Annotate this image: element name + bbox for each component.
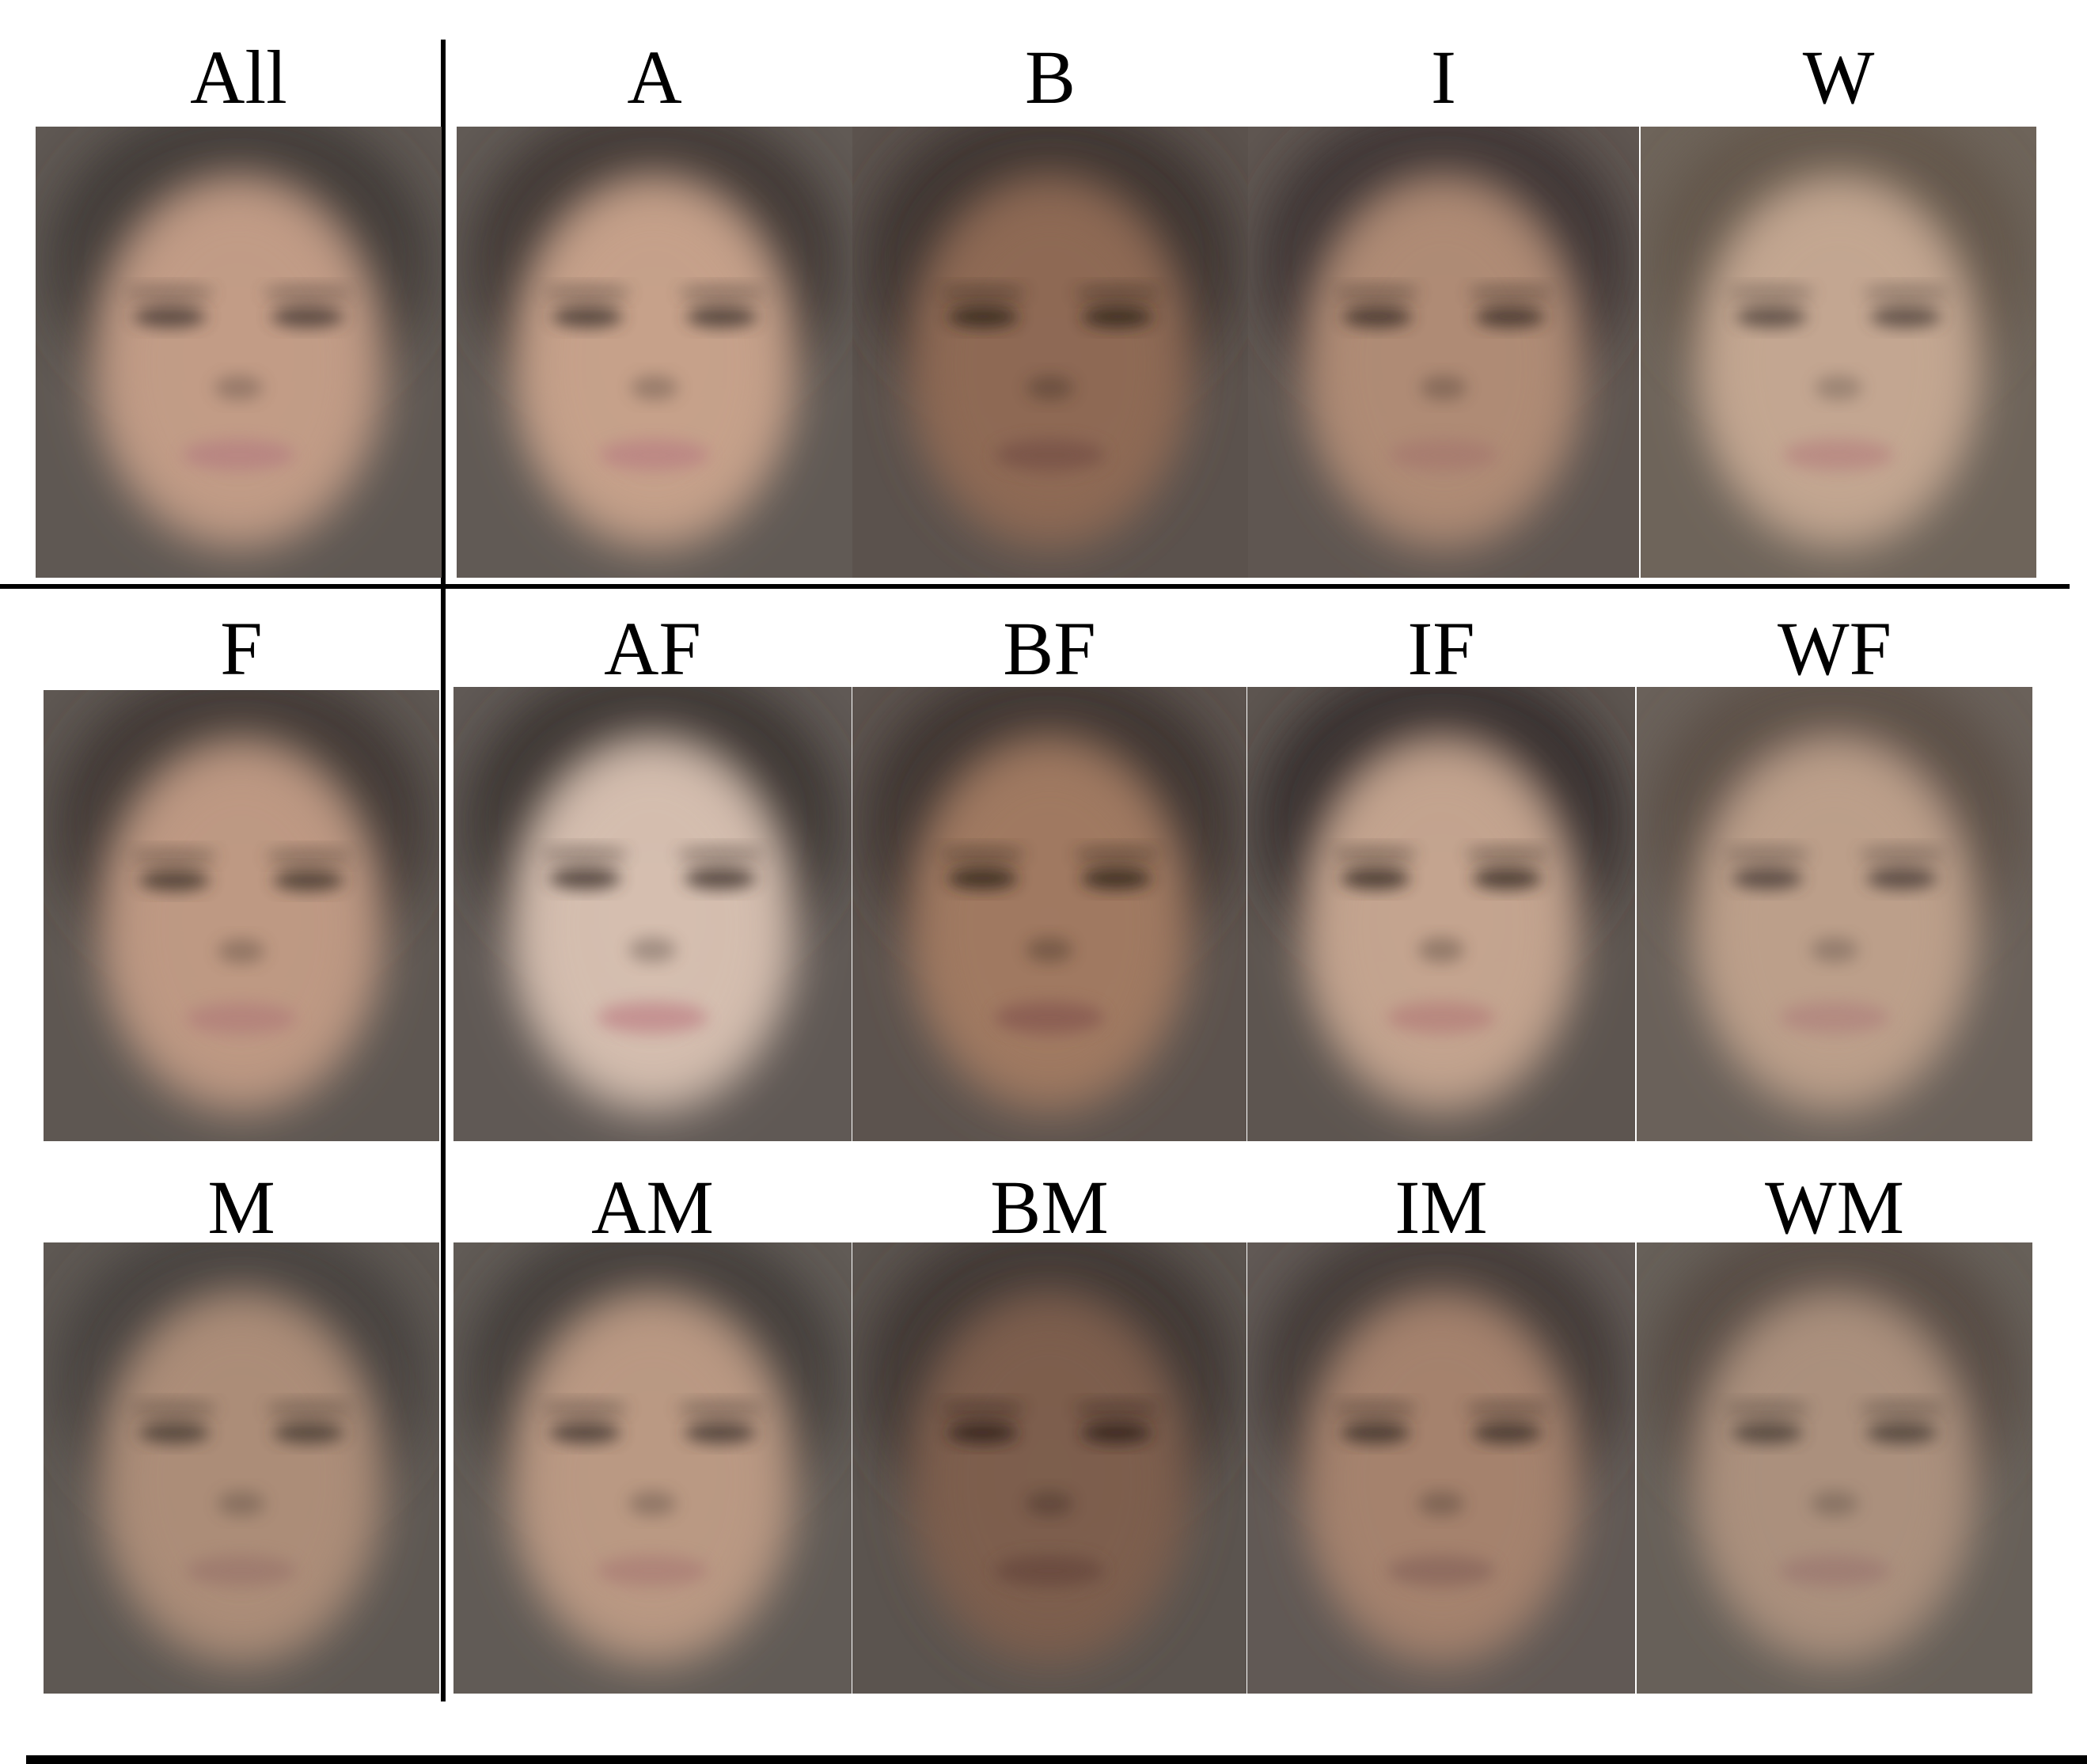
average-face-bm [852, 1242, 1247, 1694]
panel-label-wf: WF [1778, 606, 1892, 691]
average-face-m [44, 1242, 439, 1694]
panel-label-im: IM [1394, 1165, 1488, 1250]
panel-label-all: All [190, 35, 287, 119]
average-face-wm [1637, 1242, 2032, 1694]
average-face-f [44, 690, 439, 1141]
average-face-b [852, 127, 1248, 578]
average-face-am [453, 1242, 852, 1694]
panel-label-bf: BF [1003, 606, 1096, 691]
average-face-i [1248, 127, 1639, 578]
panel-label-am: AM [591, 1165, 714, 1250]
panel-label-bm: BM [990, 1165, 1109, 1250]
panel-label-a: A [627, 35, 682, 119]
panel-label-w: W [1802, 35, 1875, 119]
panel-label-wm: WM [1765, 1165, 1904, 1250]
vertical-divider [441, 40, 446, 1701]
average-face-a [457, 127, 852, 578]
horizontal-divider-top [0, 584, 2070, 589]
average-face-bf [852, 687, 1247, 1141]
average-face-if [1247, 687, 1635, 1141]
panel-label-b: B [1024, 35, 1076, 119]
average-face-wf [1637, 687, 2032, 1141]
average-face-af [453, 687, 852, 1141]
panel-label-af: AF [604, 606, 701, 691]
panel-label-i: I [1431, 35, 1456, 119]
panel-label-m: M [207, 1165, 275, 1250]
average-face-im [1247, 1242, 1635, 1694]
horizontal-divider-bottom [26, 1755, 2087, 1764]
panel-label-f: F [220, 606, 263, 691]
average-face-all [36, 127, 442, 578]
average-face-w [1641, 127, 2036, 578]
panel-label-if: IF [1407, 606, 1475, 691]
